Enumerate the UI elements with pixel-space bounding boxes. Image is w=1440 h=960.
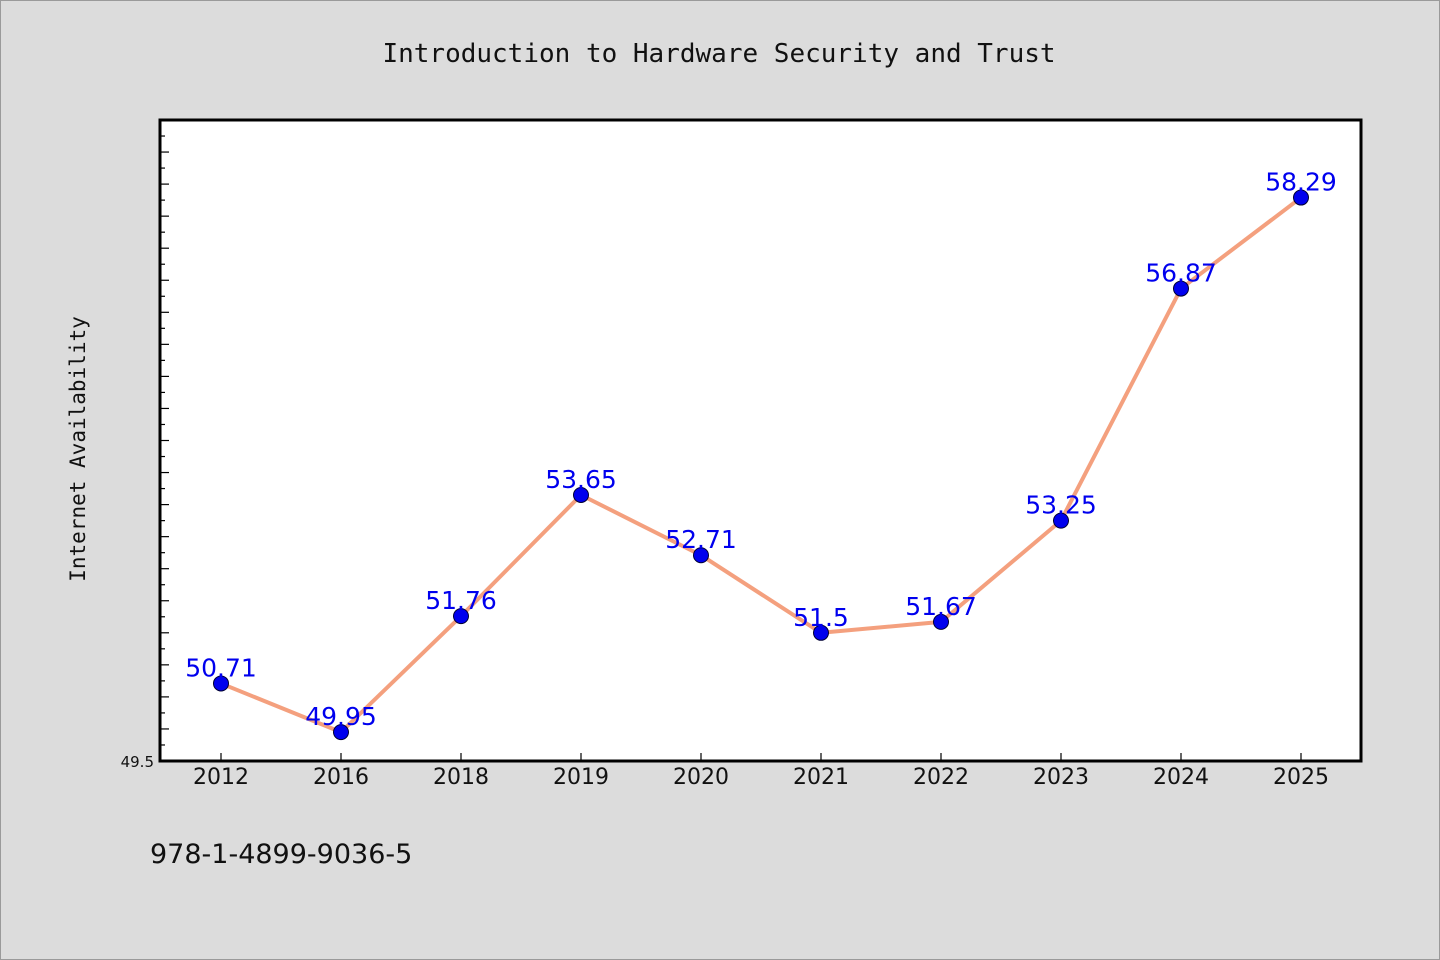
data-label: 52.71 [665,525,737,554]
footer-isbn: 978-1-4899-9036-5 [150,839,412,870]
series-line [219,195,1303,735]
data-labels: 50.71 49.95 51.76 53.65 52.71 51.5 51.67 53.25 5… [185,168,1337,732]
x-tick-label: 2016 [313,765,369,790]
x-tick-label: 2023 [1033,765,1089,790]
x-tick-label: 2012 [193,765,249,790]
data-point [1293,189,1309,206]
x-tick-label: 2022 [913,765,969,790]
data-label: 49.95 [305,702,377,731]
x-tick-label: 2025 [1273,765,1329,790]
data-point [693,547,709,564]
y-axis-min-label: 49.5 [121,753,154,771]
data-point [813,624,829,641]
data-label: 53.25 [1025,491,1097,520]
data-label: 51.5 [793,603,849,632]
data-point [1053,512,1069,529]
chart-title: Introduction to Hardware Security and Tr… [382,39,1055,69]
data-point [573,486,589,503]
x-tick-label: 2018 [433,765,489,790]
data-markers [213,189,1309,741]
data-point [213,675,229,692]
data-point [453,608,469,625]
y-axis-label: Internet Availability [66,316,90,582]
data-point [333,724,349,741]
data-label: 51.67 [905,592,977,621]
data-label: 53.65 [545,465,617,494]
series-line-layer [219,195,1303,735]
data-point [933,613,949,630]
x-tick-labels: 2012 2016 2018 2019 2020 2021 2022 2023 2024 2025 [193,765,1329,790]
x-tick-label: 2024 [1153,765,1209,790]
x-tick-label: 2020 [673,765,729,790]
x-tick-label: 2019 [553,765,609,790]
y-axis-ticks [160,119,169,762]
data-label: 51.76 [425,586,497,615]
data-label: 58.29 [1265,168,1337,197]
data-point [1173,280,1189,297]
data-label: 56.87 [1145,259,1217,288]
x-tick-label: 2021 [793,765,849,790]
x-axis-ticks [220,753,1302,761]
plot-area [158,118,1363,763]
data-label: 50.71 [185,653,257,682]
